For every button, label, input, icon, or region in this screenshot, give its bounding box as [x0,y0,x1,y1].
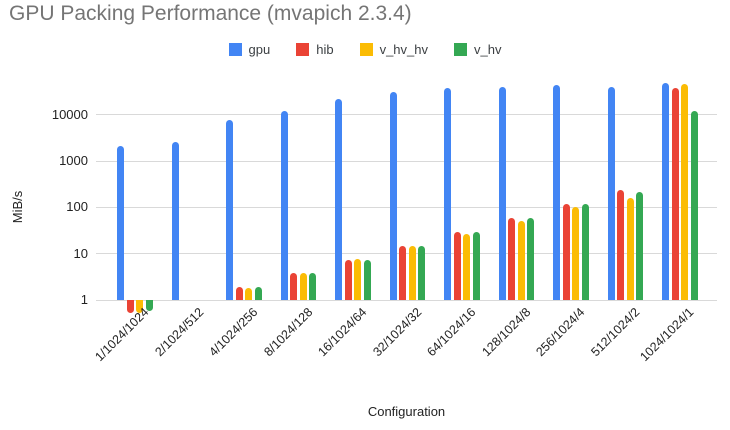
legend-item-v_hv_hv: v_hv_hv [359,42,428,57]
y-axis-title: MiB/s [10,190,25,224]
gridline [96,299,717,301]
legend-label-v_hv_hv: v_hv_hv [379,42,428,57]
x-tick-label: 32/1024/32 [370,305,425,360]
bar-v_hv_hv-1/1024/1024[interactable] [136,300,144,314]
bar-v_hv_hv-4/1024/256[interactable] [245,288,253,300]
x-tick-label: 4/1024/256 [206,305,261,360]
gridline [96,160,717,162]
bar-gpu-2/1024/512[interactable] [171,141,179,300]
bar-v_hv-1024/1024/1[interactable] [690,111,698,300]
gridline [96,253,717,255]
legend-swatch-v_hv_hv [359,43,373,56]
y-tick-label: 10 [73,245,88,261]
bar-v_hv_hv-128/1024/8[interactable] [517,220,525,300]
x-tick-label: 64/1024/16 [424,305,479,360]
y-tick-label: 100 [66,199,88,215]
bar-gpu-128/1024/8[interactable] [498,86,506,300]
bar-v_hv_hv-256/1024/4[interactable] [572,207,580,300]
bar-hib-1024/1024/1[interactable] [671,88,679,300]
y-tick-label: 10000 [51,106,88,122]
y-tick-label: 1 [80,292,88,307]
bar-v_hv-512/1024/2[interactable] [636,191,644,300]
bar-v_hv-256/1024/4[interactable] [581,203,589,300]
bar-gpu-1024/1024/1[interactable] [662,83,670,300]
bar-hib-64/1024/16[interactable] [453,232,461,300]
bar-v_hv_hv-64/1024/16[interactable] [463,233,471,300]
gridline [96,206,717,208]
bar-hib-128/1024/8[interactable] [508,217,516,300]
bar-v_hv-32/1024/32[interactable] [418,245,426,300]
bar-gpu-32/1024/32[interactable] [389,92,397,300]
bar-gpu-256/1024/4[interactable] [553,85,561,300]
bar-gpu-1/1024/1024[interactable] [117,146,125,300]
x-tick-label: 8/1024/128 [261,305,316,360]
bar-hib-1/1024/1024[interactable] [126,300,134,313]
legend-swatch-hib [296,43,310,56]
bar-hib-16/1024/64[interactable] [344,259,352,300]
bar-v_hv_hv-512/1024/2[interactable] [626,197,634,300]
legend-item-gpu: gpu [228,42,271,57]
bar-v_hv-64/1024/16[interactable] [472,231,480,300]
legend: gpu hib v_hv_hv v_hv [0,42,730,57]
x-tick-label: 1/1024/1024 [92,305,152,365]
x-axis-title: Configuration [367,404,446,419]
bar-v_hv-1/1024/1024[interactable] [145,300,153,312]
x-tick-label: 512/1024/2 [588,305,643,360]
bar-hib-512/1024/2[interactable] [617,189,625,300]
bar-v_hv-16/1024/64[interactable] [363,259,371,300]
x-tick-label: 256/1024/4 [533,305,588,360]
bar-hib-32/1024/32[interactable] [399,245,407,300]
legend-label-v_hv: v_hv [474,42,502,57]
bar-v_hv-128/1024/8[interactable] [527,217,535,300]
bar-v_hv-4/1024/256[interactable] [254,287,262,300]
bar-gpu-8/1024/128[interactable] [280,111,288,300]
x-tick-label: 128/1024/8 [479,305,534,360]
bar-v_hv-8/1024/128[interactable] [309,272,317,300]
bar-v_hv_hv-16/1024/64[interactable] [354,259,362,300]
bar-gpu-64/1024/16[interactable] [444,88,452,300]
bar-hib-4/1024/256[interactable] [235,287,243,300]
gridline [96,114,717,116]
bar-gpu-512/1024/2[interactable] [607,86,615,300]
bar-v_hv_hv-1024/1024/1[interactable] [681,83,689,300]
legend-swatch-v_hv [454,43,467,56]
legend-swatch-gpu [228,43,242,56]
bar-hib-256/1024/4[interactable] [562,203,570,300]
bar-hib-8/1024/128[interactable] [290,273,298,300]
bar-v_hv_hv-8/1024/128[interactable] [299,273,307,300]
x-tick-label: 1024/1024/1 [637,305,697,365]
legend-label-hib: hib [316,42,334,57]
x-tick-label: 2/1024/512 [152,305,207,360]
x-tick-label: 16/1024/64 [315,305,370,360]
bar-gpu-16/1024/64[interactable] [335,98,343,300]
bar-gpu-4/1024/256[interactable] [226,119,234,300]
legend-item-v_hv: v_hv [454,42,501,57]
y-tick-label: 1000 [59,153,88,169]
legend-label-gpu: gpu [248,42,271,57]
legend-item-hib: hib [296,42,334,57]
bar-v_hv_hv-32/1024/32[interactable] [408,246,416,300]
chart-title: GPU Packing Performance (mvapich 2.3.4) [9,2,412,25]
